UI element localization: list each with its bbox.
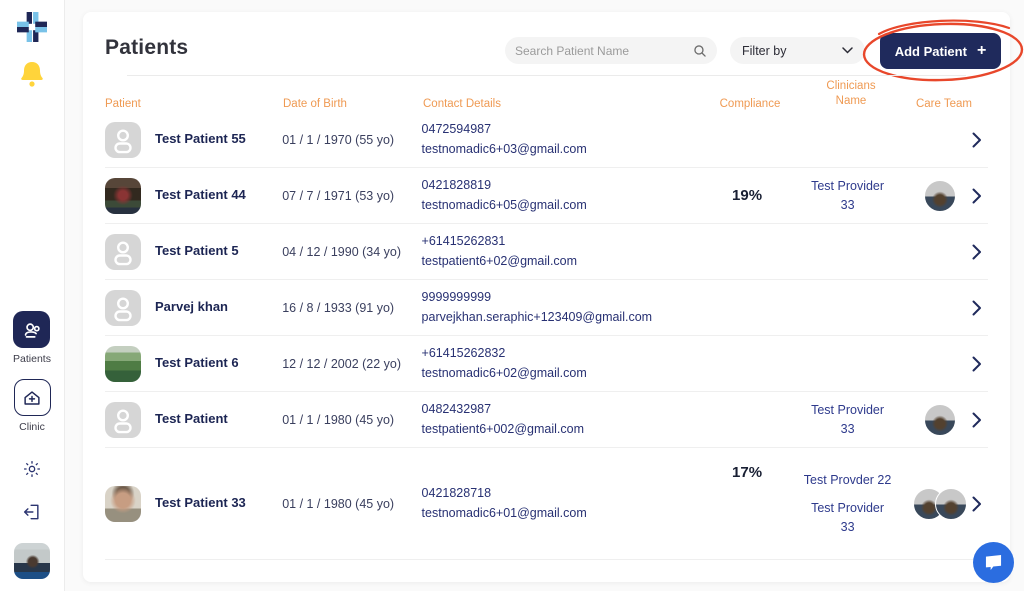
care-team-avatar <box>924 179 957 212</box>
patient-avatar <box>105 121 141 158</box>
search-input[interactable] <box>515 43 693 58</box>
row-chevron-right-icon[interactable] <box>972 188 988 204</box>
sidebar-item-patients[interactable]: Patients <box>13 311 51 379</box>
compliance-value <box>707 224 787 279</box>
compliance-value <box>707 392 787 447</box>
row-chevron-right-icon[interactable] <box>972 300 988 316</box>
patient-email: testnomadic6+03@gmail.com <box>421 141 587 156</box>
col-patient: Patient <box>105 98 141 110</box>
clinician-name: Test Provider 33 <box>811 501 885 534</box>
patient-email: testnomadic6+01@gmail.com <box>421 505 587 520</box>
plus-icon: + <box>976 41 987 59</box>
table-row[interactable]: Test Patient 33 01 / 1 / 1980 (45 yo) 0421… <box>105 448 988 560</box>
add-patient-label: Add Patient <box>894 43 967 59</box>
patient-phone: 0472594987 <box>421 122 492 137</box>
compliance-value: 17% <box>732 464 763 481</box>
row-chevron-right-icon[interactable] <box>972 244 988 260</box>
settings-gear-icon <box>24 461 40 477</box>
patient-name: Test Patient 5 <box>155 243 239 259</box>
patient-phone: 0482432987 <box>421 402 492 417</box>
compliance-value <box>707 336 787 391</box>
patients-table: Test Patient 55 01 / 1 / 1970 (55 yo) 0472… <box>105 112 988 560</box>
patient-phone: +61415262832 <box>421 346 506 361</box>
patient-name: Test Patient 6 <box>155 355 239 371</box>
patient-email: testpatient6+002@gmail.com <box>421 421 584 436</box>
patient-name: Test Patient 55 <box>155 131 246 147</box>
patient-dob: 01 / 1 / 1980 (45 yo) <box>282 496 395 511</box>
patient-name: Test Patient <box>155 411 228 427</box>
patient-phone: +61415262831 <box>421 234 506 249</box>
patient-avatar <box>105 233 141 270</box>
clinician-name: Test Provider 33 <box>811 403 885 436</box>
clinician-name: Test Provder 22 <box>803 473 892 488</box>
search-box[interactable] <box>505 37 717 64</box>
patient-email: parvejkhan.seraphic+123409@gmail.com <box>421 309 653 324</box>
patient-avatar <box>105 485 141 522</box>
patient-phone: 0421828718 <box>421 486 492 501</box>
table-row[interactable]: Test Patient 5 04 / 12 / 1990 (34 yo) +614… <box>105 224 988 280</box>
sidebar-item-label: Patients <box>13 353 51 365</box>
patient-phone: 9999999999 <box>421 290 492 305</box>
compliance-value <box>707 280 787 335</box>
settings-button[interactable] <box>22 459 42 484</box>
patient-dob: 01 / 1 / 1980 (45 yo) <box>282 412 395 427</box>
chat-launcher-button[interactable] <box>973 542 1014 583</box>
table-row[interactable]: Test Patient 44 07 / 7 / 1971 (53 yo) 0421… <box>105 168 988 224</box>
patient-dob: 07 / 7 / 1971 (53 yo) <box>282 188 395 203</box>
patient-avatar <box>105 177 141 214</box>
logout-button[interactable] <box>22 502 42 527</box>
patient-dob: 04 / 12 / 1990 (34 yo) <box>282 244 402 259</box>
notification-bell-icon[interactable] <box>19 60 45 88</box>
patient-dob: 12 / 12 / 2002 (22 yo) <box>282 356 402 371</box>
row-chevron-right-icon[interactable] <box>972 496 988 512</box>
col-contact: Contact Details <box>423 98 501 110</box>
col-compliance: Compliance <box>719 98 781 110</box>
col-care-team: Care Team <box>915 98 973 110</box>
row-chevron-right-icon[interactable] <box>972 412 988 428</box>
care-team-avatar <box>935 487 968 520</box>
clinic-icon <box>13 379 51 416</box>
patient-avatar <box>105 345 141 382</box>
table-row[interactable]: Test Patient 6 12 / 12 / 2002 (22 yo) +614… <box>105 336 988 392</box>
row-chevron-right-icon[interactable] <box>972 132 988 148</box>
patient-dob: 16 / 8 / 1933 (91 yo) <box>282 300 395 315</box>
patient-email: testnomadic6+02@gmail.com <box>421 365 587 380</box>
patient-email: testpatient6+02@gmail.com <box>421 253 578 268</box>
table-row[interactable]: Test Patient 01 / 1 / 1980 (45 yo) 0482432… <box>105 392 988 448</box>
user-avatar[interactable] <box>14 543 50 579</box>
search-icon <box>694 44 706 57</box>
patient-email: testnomadic6+05@gmail.com <box>421 197 587 212</box>
col-clinicians: Clinicians Name <box>826 79 876 108</box>
header-divider <box>127 75 966 76</box>
patients-icon <box>13 311 51 348</box>
table-row[interactable]: Test Patient 55 01 / 1 / 1970 (55 yo) 0472… <box>105 112 988 168</box>
filter-dropdown[interactable]: Filter by <box>730 37 865 64</box>
chevron-down-icon <box>842 47 853 54</box>
patient-name: Parvej khan <box>155 299 228 315</box>
table-row[interactable]: Parvej khan 16 / 8 / 1933 (91 yo) 99999999… <box>105 280 988 336</box>
clinician-name: Test Provider 33 <box>811 179 885 212</box>
filter-label: Filter by <box>742 43 787 58</box>
sidebar-item-label: Clinic <box>19 421 45 433</box>
logout-icon <box>23 504 39 520</box>
add-patient-button[interactable]: Add Patient + <box>880 33 1001 69</box>
table-header: Patient Date of Birth Contact Details Co… <box>105 78 988 112</box>
patients-panel: Patients Filter by Add Patient + Patient… <box>83 12 1024 582</box>
patient-dob: 01 / 1 / 1970 (55 yo) <box>282 132 395 147</box>
page-title: Patients <box>105 36 189 59</box>
compliance-value <box>707 112 787 167</box>
compliance-value: 19% <box>732 187 763 204</box>
patient-name: Test Patient 33 <box>155 495 246 511</box>
patient-phone: 0421828819 <box>421 178 492 193</box>
app-logo-icon <box>17 12 47 42</box>
chat-bubble-icon <box>985 554 1002 571</box>
care-team-avatar <box>924 403 957 436</box>
patient-avatar <box>105 401 141 438</box>
row-chevron-right-icon[interactable] <box>972 356 988 372</box>
col-dob: Date of Birth <box>283 98 347 110</box>
patient-name: Test Patient 44 <box>155 187 246 203</box>
sidebar-item-clinic[interactable]: Clinic <box>13 379 51 447</box>
sidebar: Patients Clinic <box>0 0 65 591</box>
patient-avatar <box>105 289 141 326</box>
